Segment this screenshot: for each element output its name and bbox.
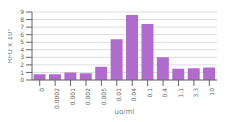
svg-text:0.4: 0.4 bbox=[161, 88, 168, 98]
svg-text:0.1: 0.1 bbox=[146, 88, 153, 98]
svg-text:0: 0 bbox=[20, 76, 24, 83]
svg-text:9: 9 bbox=[20, 8, 24, 15]
svg-text:0.01: 0.01 bbox=[115, 88, 122, 102]
svg-text:4: 4 bbox=[20, 46, 24, 53]
svg-text:ug/ml: ug/ml bbox=[114, 108, 134, 114]
svg-text:1.1: 1.1 bbox=[177, 88, 184, 98]
svg-text:1: 1 bbox=[20, 69, 24, 76]
svg-text:6: 6 bbox=[20, 31, 24, 38]
svg-text:10: 10 bbox=[208, 88, 215, 96]
svg-text:8: 8 bbox=[20, 16, 24, 23]
svg-text:0.002: 0.002 bbox=[84, 88, 91, 105]
svg-text:RFU x 10³: RFU x 10³ bbox=[8, 29, 14, 64]
svg-text:7: 7 bbox=[20, 23, 24, 30]
svg-text:0.0002: 0.0002 bbox=[53, 88, 60, 109]
svg-text:5: 5 bbox=[20, 38, 24, 45]
svg-text:3: 3 bbox=[20, 53, 24, 60]
svg-text:2: 2 bbox=[20, 61, 24, 68]
svg-text:0.001: 0.001 bbox=[69, 88, 76, 105]
svg-text:3.3: 3.3 bbox=[192, 88, 199, 98]
svg-text:0.005: 0.005 bbox=[100, 88, 107, 105]
svg-text:0.04: 0.04 bbox=[130, 88, 137, 102]
svg-text:0: 0 bbox=[38, 88, 45, 92]
